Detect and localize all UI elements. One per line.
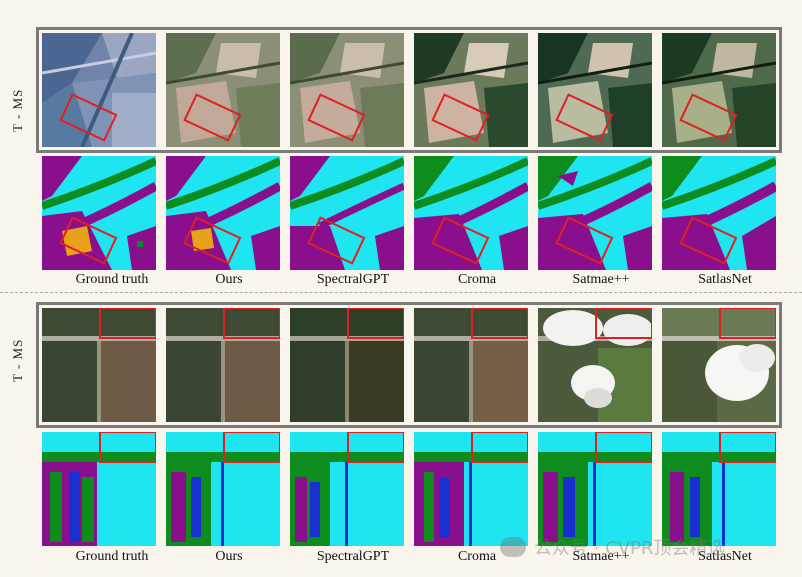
bottom-segmentation-ours <box>166 432 280 546</box>
top-segmentation-satlasnet <box>662 156 776 270</box>
top-satellite-satlasnet <box>662 33 776 147</box>
bottom-satellite-satmae <box>538 308 652 422</box>
bottom-caption-croma: Croma <box>457 549 497 564</box>
row-label-bottom: T - MS <box>10 338 25 382</box>
bottom-satellite-spectralgpt <box>290 308 404 422</box>
bottom-segmentation-spectralgpt <box>290 432 404 546</box>
bottom-segmentation-satlasnet <box>662 432 776 546</box>
bottom-caption-satmae: Satmae++ <box>572 549 630 564</box>
top-segmentation-ground-truth <box>42 156 156 270</box>
watermark-text: 公众号 · CVPR顶会精选 <box>534 538 726 559</box>
top-satellite-croma <box>414 33 528 147</box>
bottom-segmentation-croma <box>414 432 528 546</box>
section-divider <box>0 292 802 293</box>
watermark: 公众号 · CVPR顶会精选 <box>500 532 790 562</box>
top-caption-satmae: Satmae++ <box>572 272 630 287</box>
bottom-satellite-frame <box>36 302 782 428</box>
top-segmentation-croma <box>414 156 528 270</box>
top-satellite-satmae <box>538 33 652 147</box>
top-segmentation-spectralgpt <box>290 156 404 270</box>
bottom-satellite-ours <box>166 308 280 422</box>
top-caption-ground-truth: Ground truth <box>75 272 149 287</box>
bottom-caption-ours: Ours <box>215 549 243 564</box>
top-satellite-frame <box>36 27 782 153</box>
bottom-segmentation-satmae <box>538 432 652 546</box>
bottom-satellite-satlasnet <box>662 308 776 422</box>
top-caption-spectralgpt: SpectralGPT <box>316 272 390 287</box>
bottom-caption-spectralgpt: SpectralGPT <box>316 549 390 564</box>
bottom-caption-satlasnet: SatlasNet <box>698 549 752 564</box>
row-label-top: T - MS <box>10 88 25 132</box>
top-segmentation-satmae <box>538 156 652 270</box>
bottom-satellite-ground-truth <box>42 308 156 422</box>
top-satellite-spectralgpt <box>290 33 404 147</box>
top-satellite-ours <box>166 33 280 147</box>
top-satellite-ground-truth <box>42 33 156 147</box>
bottom-satellite-croma <box>414 308 528 422</box>
top-caption-ours: Ours <box>215 272 243 287</box>
bottom-segmentation-ground-truth <box>42 432 156 546</box>
wechat-icon <box>500 537 526 557</box>
top-caption-satlasnet: SatlasNet <box>698 272 752 287</box>
top-segmentation-ours <box>166 156 280 270</box>
top-caption-croma: Croma <box>457 272 497 287</box>
bottom-caption-ground-truth: Ground truth <box>75 549 149 564</box>
